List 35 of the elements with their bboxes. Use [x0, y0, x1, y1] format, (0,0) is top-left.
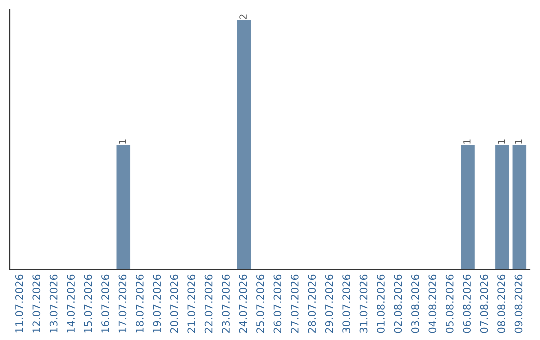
- data-label: 1: [498, 140, 506, 144]
- x-tick-label: 24.07.2026: [239, 274, 248, 334]
- x-tick-label: 30.07.2026: [342, 274, 351, 334]
- x-tick-label: 20.07.2026: [170, 274, 178, 334]
- data-label: 2: [240, 14, 247, 20]
- x-tick-label: 13.07.2026: [50, 274, 58, 333]
- x-tick-label: 19.07.2026: [153, 274, 162, 333]
- x-tick-label: 11.07.2026: [15, 274, 24, 333]
- x-tick-label: 17.07.2026: [118, 274, 127, 333]
- x-tick-label: 16.07.2026: [102, 274, 110, 333]
- x-tick-label: 29.07.2026: [325, 274, 334, 334]
- x-tick-label: 07.08.2026: [480, 274, 488, 334]
- x-tick-label: 23.07.2026: [222, 274, 230, 334]
- data-label: 1: [464, 140, 471, 144]
- x-tick-label: 12.07.2026: [32, 274, 41, 333]
- x-tick-label: 03.08.2026: [412, 274, 420, 334]
- x-tick-label: 04.08.2026: [428, 274, 437, 334]
- x-tick-label: 15.07.2026: [84, 274, 92, 333]
- x-tick-label: 26.07.2026: [274, 274, 282, 334]
- data-label: 1: [119, 140, 126, 144]
- x-tick-label: 22.07.2026: [204, 274, 213, 334]
- x-tick-label: 06.08.2026: [463, 274, 472, 334]
- x-tick-label: 28.07.2026: [308, 274, 316, 334]
- x-tick-label: 18.07.2026: [136, 274, 144, 333]
- x-tick-label: 02.08.2026: [394, 274, 402, 334]
- x-tick-label: 08.08.2026: [498, 274, 506, 334]
- x-tick-label: 01.08.2026: [377, 274, 385, 334]
- x-tick-label: 05.08.2026: [446, 274, 454, 334]
- x-tick-label: 27.07.2026: [290, 274, 299, 334]
- x-tick-label: 31.07.2026: [360, 274, 368, 334]
- x-tick-label: 25.07.2026: [256, 274, 264, 334]
- x-tick-label: 21.07.2026: [188, 274, 196, 334]
- x-tick-label: 14.07.2026: [67, 274, 76, 333]
- x-tick-label: 09.08.2026: [514, 274, 523, 334]
- data-label: 1: [515, 140, 522, 144]
